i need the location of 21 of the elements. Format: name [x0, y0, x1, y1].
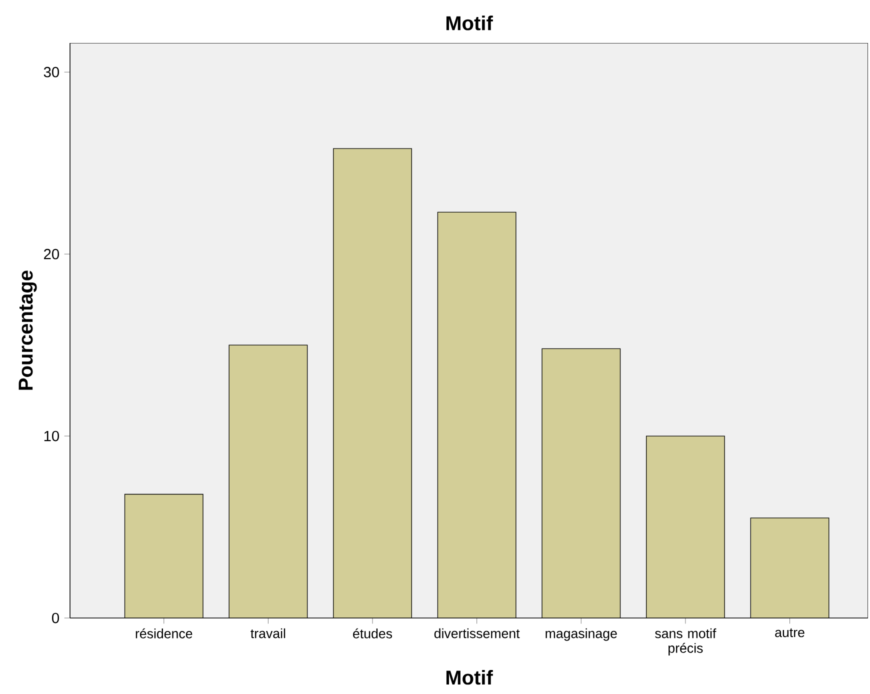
y-tick-label: 30	[44, 66, 60, 78]
x-tick-label: sans motif précis	[655, 628, 716, 656]
bar	[229, 345, 308, 618]
bar	[750, 518, 830, 618]
x-tick-label: travail	[250, 628, 286, 638]
bar	[333, 148, 412, 618]
y-tick-label: 0	[52, 612, 60, 624]
x-tick-label: magasinage	[546, 628, 617, 641]
x-tick-label: divertissement	[434, 628, 520, 638]
x-tick-label: résidence	[136, 628, 192, 638]
x-tick-label: autre	[775, 628, 804, 638]
x-tick-label: études	[353, 628, 392, 638]
x-axis-title: Motif	[446, 670, 493, 685]
y-axis-title: Pourcentage	[18, 270, 37, 390]
bar	[438, 212, 516, 618]
y-tick-label: 20	[44, 248, 60, 260]
bar	[124, 494, 204, 618]
bar	[542, 348, 620, 618]
chart-title: Motif	[446, 16, 493, 30]
y-tick-label: 10	[44, 430, 60, 442]
bar	[646, 436, 725, 618]
